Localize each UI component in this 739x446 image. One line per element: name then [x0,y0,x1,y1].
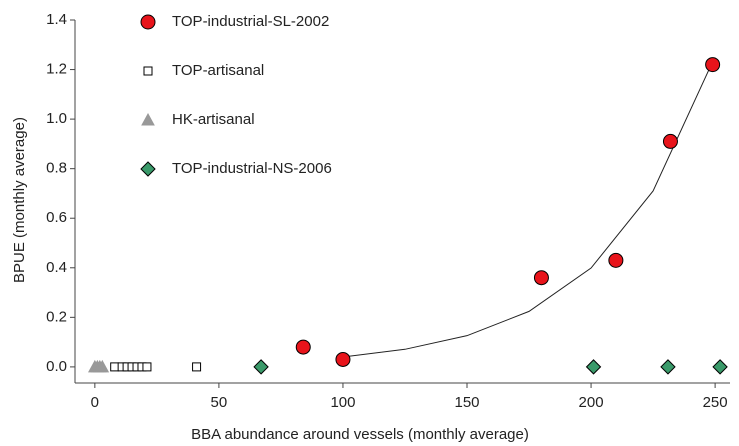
point [142,362,152,372]
legend-marker [140,161,156,177]
point [95,359,110,373]
point [192,362,202,372]
legend-label: HK-artisanal [172,111,255,128]
y-axis-label: BPUE (monthly average) [11,117,28,283]
point [662,133,678,149]
legend-label: TOP-artisanal [172,62,264,79]
trendline [342,66,711,358]
x-tick-label: 200 [579,394,604,411]
point [705,57,721,73]
x-axis-label: BBA abundance around vessels (monthly av… [191,426,529,443]
x-tick-label: 100 [330,394,355,411]
y-tick-label: 0.4 [46,259,67,276]
legend-marker [141,112,155,126]
point [295,339,311,355]
y-tick-label: 0.8 [46,160,67,177]
legend-label: TOP-industrial-NS-2006 [172,160,332,177]
y-tick-label: 1.0 [46,110,67,127]
point [660,359,676,375]
legend-marker [143,66,153,76]
y-tick-label: 0.6 [46,209,67,226]
point [585,359,602,375]
y-tick-label: 0.2 [46,308,67,325]
y-tick-label: 0.0 [46,358,67,375]
y-tick-label: 1.4 [46,11,67,28]
x-tick-label: 50 [211,394,228,411]
point [712,359,728,375]
point [110,362,120,372]
x-tick-label: 0 [91,394,99,411]
point [608,252,624,268]
point [533,270,549,286]
y-tick-label: 1.2 [46,61,67,78]
legend-label: TOP-industrial-SL-2002 [172,13,329,30]
point [253,359,269,375]
legend-marker [140,14,156,30]
x-tick-label: 150 [454,394,479,411]
point [335,351,351,367]
x-tick-label: 250 [703,394,728,411]
